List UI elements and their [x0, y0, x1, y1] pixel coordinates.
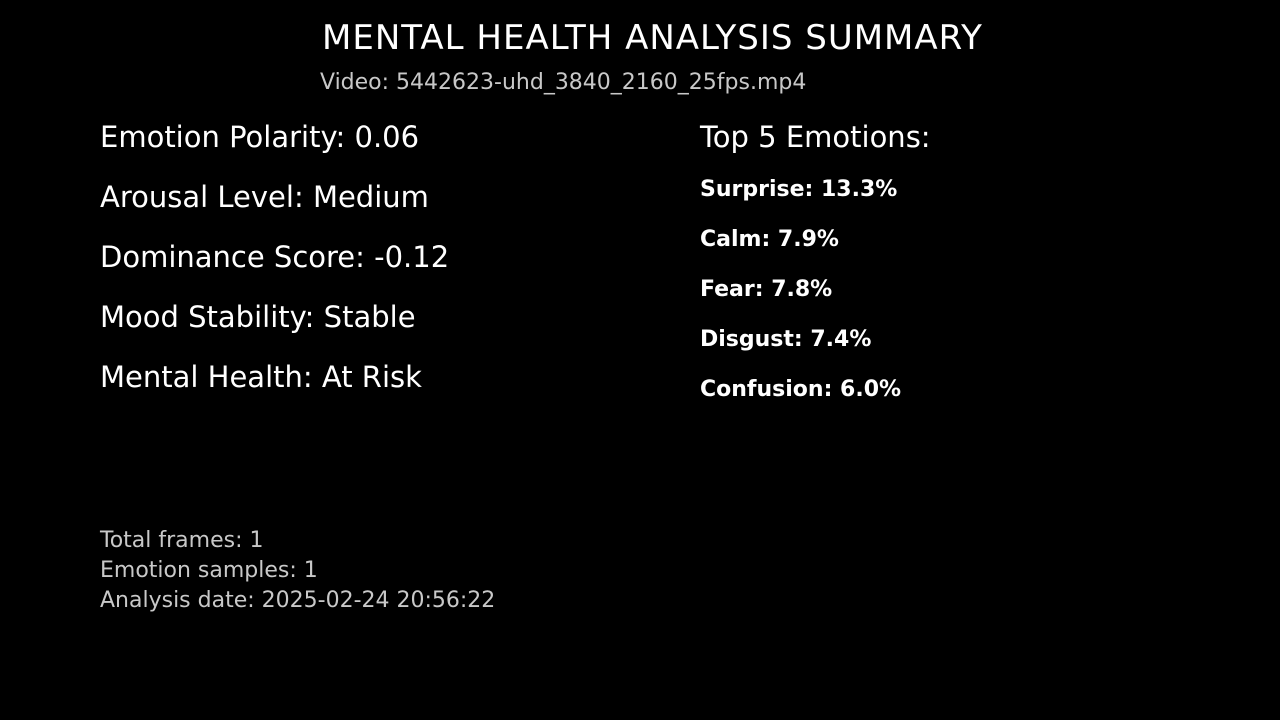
top-emotions-heading: Top 5 Emotions:: [700, 120, 931, 154]
metric-arousal-level: Arousal Level: Medium: [100, 180, 429, 214]
metric-emotion-polarity: Emotion Polarity: 0.06: [100, 120, 420, 154]
emotion-item-disgust: Disgust: 7.4%: [700, 327, 872, 352]
emotion-item-surprise: Surprise: 13.3%: [700, 177, 898, 202]
metric-mood-stability: Mood Stability: Stable: [100, 300, 416, 334]
emotion-samples: Emotion samples: 1: [100, 558, 318, 583]
total-frames: Total frames: 1: [100, 528, 264, 553]
emotion-item-fear: Fear: 7.8%: [700, 277, 833, 302]
video-filename: Video: 5442623-uhd_3840_2160_25fps.mp4: [320, 70, 807, 95]
emotion-item-calm: Calm: 7.9%: [700, 227, 839, 252]
emotion-item-confusion: Confusion: 6.0%: [700, 377, 902, 402]
metric-dominance-score: Dominance Score: -0.12: [100, 240, 450, 274]
page-title: MENTAL HEALTH ANALYSIS SUMMARY: [322, 18, 983, 58]
metric-mental-health: Mental Health: At Risk: [100, 360, 422, 394]
analysis-date: Analysis date: 2025-02-24 20:56:22: [100, 588, 496, 613]
